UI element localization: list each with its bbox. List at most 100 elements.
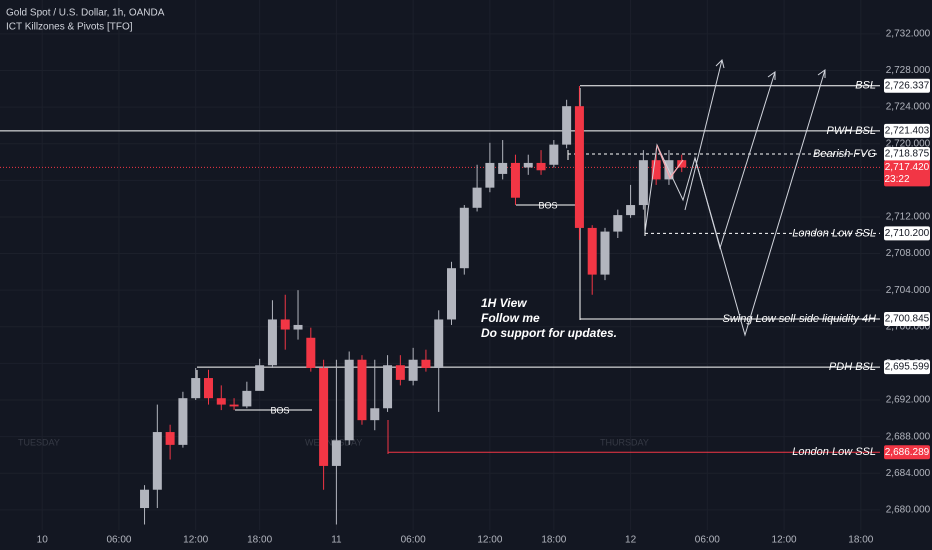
price-box-label: 2,726.337 [885, 80, 930, 91]
candle-body [370, 408, 380, 421]
candle-body [651, 160, 661, 180]
chart-subtitle: ICT Killzones & Pivots [TFO] [6, 22, 133, 33]
bos-label: BOS [270, 405, 289, 415]
y-tick-label: 2,688.000 [886, 431, 931, 442]
candle-body [447, 268, 457, 320]
candle-body [498, 162, 508, 174]
x-tick-label: 12:00 [772, 535, 797, 546]
projection-path [684, 59, 723, 211]
candle-body [638, 160, 648, 206]
y-tick-label: 2,728.000 [886, 65, 931, 76]
candle-body [357, 359, 367, 421]
level-label: BSL [855, 80, 876, 92]
y-tick-label: 2,712.000 [886, 212, 931, 223]
y-tick-label: 2,692.000 [886, 395, 931, 406]
axes: 2,680.000 2,684.000 2,688.000 2,692.000 2,69… [37, 29, 931, 546]
candle-body [510, 162, 520, 198]
x-tick-label: 18:00 [541, 535, 566, 546]
price-box-label: 2,700.845 [885, 314, 930, 325]
candle-body [255, 365, 265, 391]
price-box-label: 2,721.403 [885, 126, 930, 137]
level-label: Bearish FVG [813, 148, 876, 160]
price-box-label: 2,695.599 [885, 362, 930, 373]
candle-body [408, 359, 418, 381]
last-price-box [884, 160, 930, 187]
candle-body [165, 432, 175, 445]
bos-label: BOS [538, 200, 557, 210]
y-tick-label: 2,700.000 [886, 321, 931, 332]
price-box-label: 2,718.875 [885, 149, 930, 160]
candle-body [152, 432, 162, 490]
candle-body [523, 162, 533, 168]
y-tick-label: 2,684.000 [886, 468, 931, 479]
x-tick-label: 12 [625, 535, 637, 546]
level-label: PDH BSL [829, 361, 876, 373]
candle-body [191, 378, 201, 399]
arrow-head [767, 71, 776, 80]
x-tick-label: 11 [331, 535, 342, 546]
levels: BSL PWH BSL Bearish FVG London Low SSL Swing… [0, 80, 880, 458]
level-label: London Low SSL [792, 446, 876, 458]
candle-body [626, 205, 636, 216]
candle-body [319, 367, 329, 466]
projection-path [694, 69, 826, 337]
price-box-label: 2,710.200 [885, 228, 930, 239]
candle-body [267, 319, 277, 366]
y-tick-label: 2,720.000 [886, 138, 931, 149]
candle-body [140, 489, 150, 509]
projection-path [656, 144, 684, 180]
y-tick-label: 2,732.000 [886, 29, 931, 40]
y-tick-label: 2,708.000 [886, 248, 931, 259]
candle-body [600, 231, 610, 275]
y-tick-label: 2,724.000 [886, 102, 931, 113]
session-label: TUESDAY [18, 437, 60, 447]
level-label: PWH BSL [826, 125, 876, 137]
price-box [884, 360, 930, 375]
candle-body [459, 207, 469, 269]
annotation: Follow me [481, 311, 540, 325]
candle-body [331, 440, 341, 466]
x-tick-label: 18:00 [848, 535, 873, 546]
x-tick-label: 12:00 [183, 535, 208, 546]
x-tick-label: 06:00 [695, 535, 720, 546]
candle-body [562, 106, 572, 145]
y-tick-label: 2,680.000 [886, 505, 931, 516]
candles [140, 86, 687, 525]
candle-body [434, 319, 444, 368]
last-price-label: 2,717.420 [885, 162, 930, 173]
candle-body [574, 106, 584, 228]
candle-body [344, 359, 354, 441]
candle-body [293, 324, 303, 330]
price-box [884, 226, 930, 241]
price-box [884, 445, 930, 460]
annotation: 1H View [481, 296, 527, 310]
candle-body [536, 162, 546, 171]
price-box [884, 312, 930, 327]
candle-body [280, 319, 290, 330]
candle-body [485, 162, 495, 188]
candle-body [395, 365, 405, 380]
price-box [884, 147, 930, 162]
candle-body [613, 215, 623, 232]
chart-title: Gold Spot / U.S. Dollar, 1h, OANDA [6, 8, 165, 19]
session-label: THURSDAY [600, 437, 649, 447]
candle-body [229, 404, 239, 407]
x-tick-label: 06:00 [106, 535, 131, 546]
candle-body [216, 398, 226, 405]
x-tick-label: 10 [37, 535, 49, 546]
candle-body [383, 365, 393, 409]
candle-body [242, 390, 252, 407]
level-label: London Low SSL [792, 227, 876, 239]
annotation: Do support for updates. [481, 326, 617, 340]
level-label: Swing Low sell-side liquidity 4H [723, 313, 877, 325]
candle-body [306, 337, 316, 368]
arrow-head [715, 59, 725, 69]
arrow-head [817, 69, 826, 78]
candle-body [203, 378, 213, 399]
x-tick-label: 18:00 [247, 535, 272, 546]
candle-body [472, 187, 482, 208]
candle-body [677, 160, 687, 168]
candle-body [178, 398, 188, 445]
